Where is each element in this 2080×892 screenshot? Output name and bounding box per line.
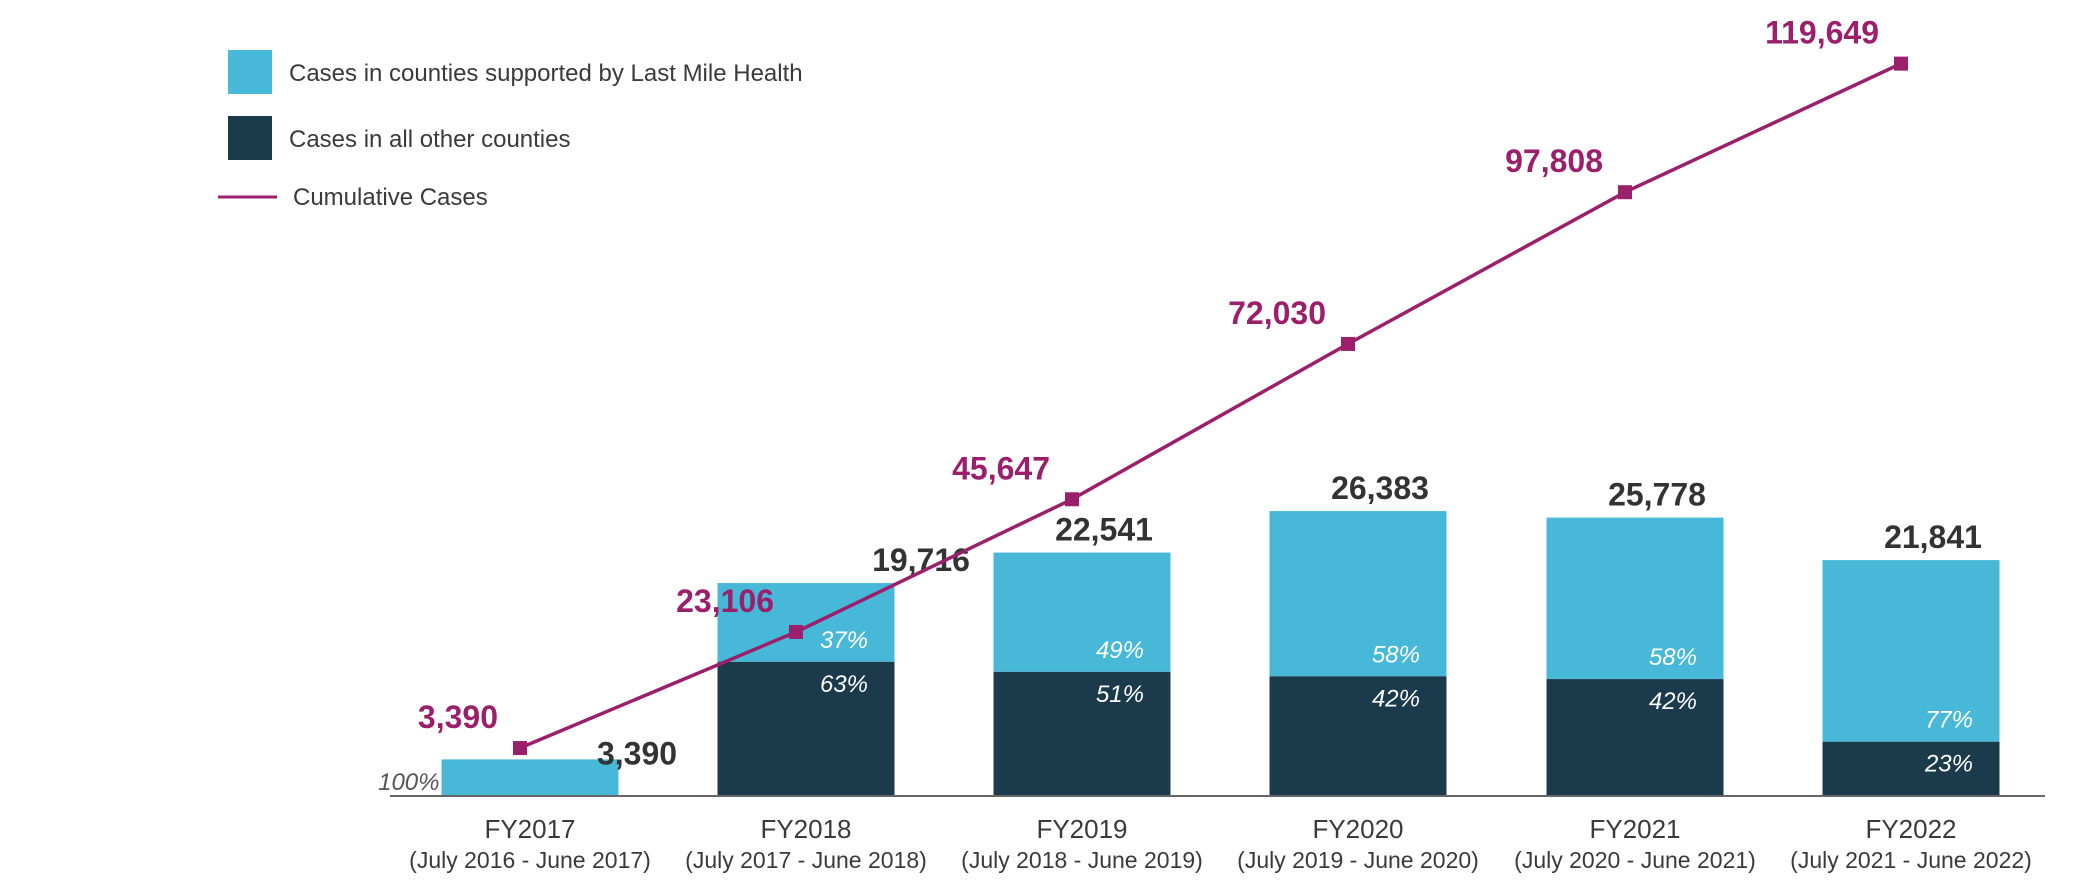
x-tick-sublabel: (July 2021 - June 2022): [1790, 847, 2032, 873]
cumulative-marker: [513, 741, 527, 756]
bar-pct-label-other: 23%: [1924, 751, 1973, 778]
x-tick-sublabel: (July 2017 - June 2018): [685, 847, 927, 873]
x-tick-label: FY2022: [1865, 814, 1956, 844]
legend-label-cumulative: Cumulative Cases: [293, 184, 488, 211]
bar-segment-lmh: [1822, 560, 2000, 742]
bar-segment-other: [1822, 741, 2000, 796]
bar-total-label: 21,841: [1884, 519, 1982, 555]
cumulative-line-layer: 3,390 23,106 45,647 72,030 97,808 119,649: [418, 15, 1908, 756]
bar-total-label: 22,541: [1055, 512, 1153, 548]
cumulative-value-label: 97,808: [1505, 143, 1603, 179]
bar-segment-lmh: [993, 552, 1171, 672]
cumulative-marker: [1341, 336, 1355, 351]
bar-pct-label-lmh: 58%: [1372, 641, 1420, 668]
bar-total-label: 3,390: [597, 735, 677, 771]
bar-segment-other: [1269, 676, 1447, 796]
x-axis-ticks: FY2017 (July 2016 - June 2017) FY2018 (July…: [409, 814, 2032, 873]
cumulative-value-label: 23,106: [676, 583, 774, 619]
bar-segment-lmh: [1546, 517, 1724, 680]
cumulative-value-label: 119,649: [1765, 15, 1879, 51]
legend-swatch-other: [228, 116, 272, 160]
legend-label-lmh: Cases in counties supported by Last Mile…: [289, 60, 803, 87]
bar-pct-label-lmh: 37%: [820, 627, 868, 654]
x-tick-sublabel: (July 2018 - June 2019): [961, 847, 1203, 873]
x-tick-label: FY2019: [1036, 814, 1127, 844]
cumulative-value-label: 45,647: [952, 450, 1050, 486]
cumulative-marker: [1065, 492, 1079, 507]
cumulative-marker: [1894, 56, 1908, 71]
x-tick-sublabel: (July 2019 - June 2020): [1237, 847, 1479, 873]
bar-pct-label-other: 42%: [1649, 688, 1697, 715]
bar-pct-label-other: 51%: [1096, 681, 1144, 708]
bar-pct-label-lmh: 49%: [1096, 637, 1144, 664]
bar-total-label: 26,383: [1331, 470, 1429, 506]
bar-segment-other: [993, 671, 1171, 796]
bar-pct-label-lmh: 77%: [1925, 707, 1973, 734]
x-tick-label: FY2020: [1312, 814, 1403, 844]
bar-layer: 100%3,39037%63%19,71649%51%22,54158%42%2…: [378, 470, 2000, 796]
bar-segment-other: [717, 661, 895, 796]
bar-pct-label-lmh: 100%: [378, 769, 439, 796]
cumulative-value-label: 3,390: [418, 699, 498, 735]
cumulative-marker: [1618, 185, 1632, 200]
cumulative-value-label: 72,030: [1228, 295, 1326, 331]
x-tick-sublabel: (July 2020 - June 2021): [1514, 847, 1756, 873]
bar-segment-other: [1546, 679, 1724, 796]
legend: Cases in counties supported by Last Mile…: [218, 50, 803, 211]
bar-pct-label-other: 42%: [1372, 685, 1420, 712]
cumulative-marker: [789, 624, 803, 639]
legend-swatch-lmh: [228, 50, 272, 94]
x-tick-label: FY2021: [1589, 814, 1680, 844]
x-tick-sublabel: (July 2016 - June 2017): [409, 847, 651, 873]
bar-pct-label-other: 63%: [820, 671, 868, 698]
bar-pct-label-lmh: 58%: [1649, 644, 1697, 671]
legend-label-other: Cases in all other counties: [289, 126, 570, 153]
bar-segment-lmh: [1269, 511, 1447, 677]
bar-total-label: 25,778: [1608, 477, 1706, 513]
bar-segment-lmh: [717, 583, 895, 662]
cumulative-line: [519, 62, 1902, 750]
x-tick-label: FY2017: [484, 814, 575, 844]
bar-segment-lmh: [441, 759, 619, 796]
x-tick-label: FY2018: [760, 814, 851, 844]
